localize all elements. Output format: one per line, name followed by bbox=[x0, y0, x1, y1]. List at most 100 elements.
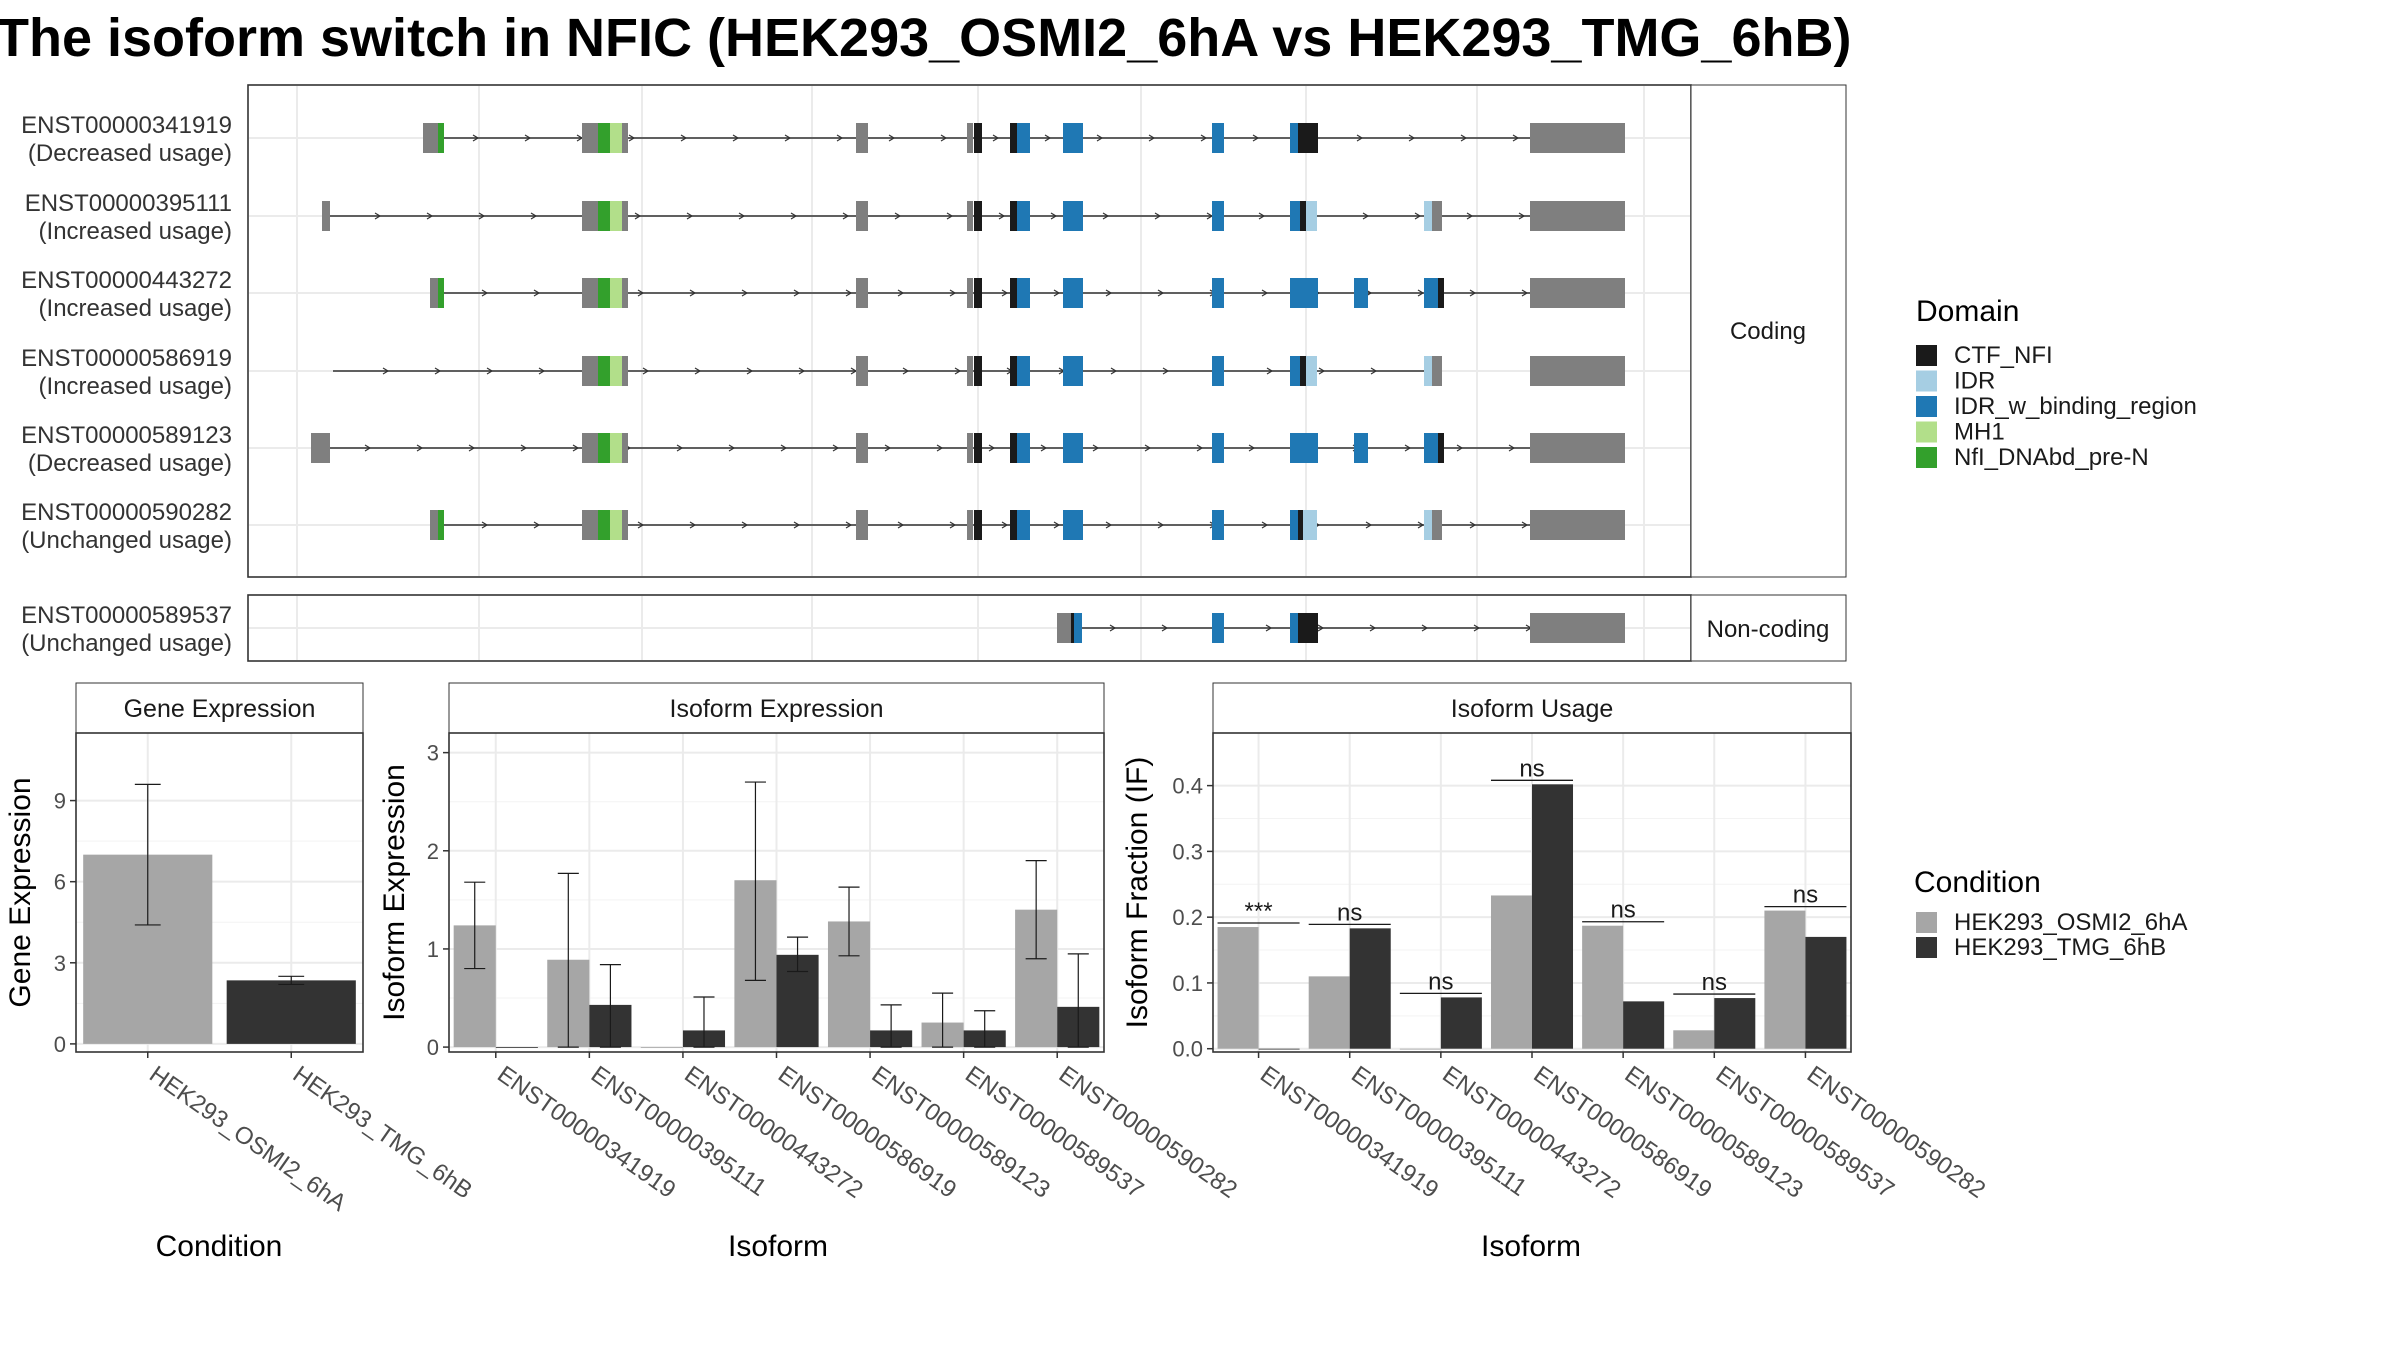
exon-block bbox=[1010, 278, 1017, 308]
exon-block bbox=[1530, 278, 1535, 308]
bar bbox=[1673, 1030, 1715, 1049]
panel-strip bbox=[448, 682, 1105, 734]
exon-block bbox=[610, 356, 622, 386]
intron-arrow bbox=[842, 212, 850, 220]
exon-block bbox=[1010, 356, 1017, 386]
intron-arrow bbox=[1148, 134, 1156, 142]
exon-block bbox=[967, 356, 973, 386]
intron-arrow bbox=[1421, 624, 1429, 632]
y-tick-label: 0 bbox=[54, 1032, 66, 1057]
exon-block bbox=[974, 278, 982, 308]
intron-arrow bbox=[1521, 289, 1529, 297]
intron-arrow bbox=[992, 134, 1000, 142]
exon-block bbox=[610, 510, 622, 540]
intron-arrow bbox=[533, 521, 541, 529]
intron-arrow bbox=[634, 212, 642, 220]
y-tick-label: 0.0 bbox=[1172, 1037, 1203, 1062]
exon-block bbox=[1535, 356, 1625, 386]
bar-chart: Gene Expression0369HEK293_OSMI2_6hAHEK29… bbox=[4, 682, 477, 1263]
transcript-row: ENST00000590282(Unchanged usage) bbox=[21, 499, 1625, 554]
intron-arrow bbox=[520, 444, 528, 452]
intron-arrow bbox=[1508, 444, 1516, 452]
bar bbox=[1217, 927, 1259, 1049]
intron-arrow bbox=[374, 212, 382, 220]
exon-block bbox=[1290, 613, 1298, 643]
intron-arrow bbox=[1456, 444, 1464, 452]
intron-arrow bbox=[472, 134, 480, 142]
exon-block bbox=[1017, 433, 1030, 463]
exon-block bbox=[1535, 278, 1625, 308]
transcript-row: ENST00000589537(Unchanged usage) bbox=[21, 602, 1625, 657]
intron-arrow bbox=[1252, 134, 1260, 142]
x-axis-title: Condition bbox=[156, 1230, 283, 1263]
exon-block bbox=[1074, 613, 1082, 643]
significance-label: ns bbox=[1519, 755, 1544, 782]
intron-arrow bbox=[686, 212, 694, 220]
exon-block bbox=[1017, 356, 1030, 386]
exon-block bbox=[967, 278, 973, 308]
intron-arrow bbox=[1109, 624, 1117, 632]
intron-arrow bbox=[530, 212, 538, 220]
exon-block bbox=[1530, 613, 1535, 643]
exon-block bbox=[1530, 201, 1535, 231]
exon-block bbox=[1063, 278, 1083, 308]
intron-arrow bbox=[478, 212, 486, 220]
exon-block bbox=[1063, 510, 1083, 540]
transcript-id-label: ENST00000443272 bbox=[21, 267, 232, 294]
intron-arrow bbox=[897, 289, 905, 297]
intron-arrow bbox=[988, 444, 996, 452]
exon-block bbox=[1535, 123, 1625, 153]
exon-block bbox=[598, 278, 610, 308]
exon-block bbox=[1530, 356, 1535, 386]
exon-block bbox=[1306, 356, 1317, 386]
exon-block bbox=[1298, 510, 1303, 540]
figure-title: The isoform switch in NFIC (HEK293_OSMI2… bbox=[0, 8, 1851, 68]
condition-legend-label: HEK293_OSMI2_6hA bbox=[1954, 909, 2187, 936]
intron-arrow bbox=[637, 289, 645, 297]
intron-arrow bbox=[481, 289, 489, 297]
intron-arrow bbox=[642, 367, 650, 375]
intron-arrow bbox=[1469, 289, 1477, 297]
intron-arrow bbox=[533, 289, 541, 297]
panel-title: Isoform Expression bbox=[670, 695, 884, 723]
transcript-row: ENST00000586919(Increased usage) bbox=[21, 345, 1625, 400]
intron-arrow bbox=[888, 134, 896, 142]
exon-block bbox=[1017, 123, 1030, 153]
exon-block bbox=[1535, 433, 1625, 463]
intron-arrow bbox=[628, 134, 636, 142]
condition-legend-swatch bbox=[1916, 912, 1937, 933]
exon-block bbox=[1212, 356, 1224, 386]
exon-block bbox=[610, 123, 622, 153]
intron-arrow bbox=[936, 444, 944, 452]
bar bbox=[1714, 998, 1756, 1049]
intron-arrow bbox=[1404, 444, 1412, 452]
intron-arrow bbox=[1001, 521, 1009, 529]
exon-block bbox=[1432, 356, 1442, 386]
exon-block bbox=[967, 201, 973, 231]
exon-block bbox=[1298, 123, 1318, 153]
intron-arrow bbox=[1265, 624, 1273, 632]
intron-arrow bbox=[637, 521, 645, 529]
intron-arrow bbox=[1196, 444, 1204, 452]
intron-arrow bbox=[798, 367, 806, 375]
exon-block bbox=[1438, 278, 1444, 308]
bar bbox=[1349, 928, 1391, 1049]
noncoding-strip bbox=[1690, 594, 1847, 662]
intron-arrow bbox=[1466, 212, 1474, 220]
bar-chart: Isoform Expression0123ENST00000341919ENS… bbox=[378, 682, 1242, 1263]
y-axis-title: Isoform Expression bbox=[378, 764, 411, 1021]
transcript-usage-label: (Increased usage) bbox=[39, 373, 232, 400]
panel-title: Isoform Usage bbox=[1451, 695, 1614, 723]
y-axis-title: Isoform Fraction (IF) bbox=[1121, 757, 1154, 1029]
panel-strip bbox=[1212, 682, 1852, 734]
domain-legend-swatch bbox=[1916, 345, 1937, 366]
exon-block bbox=[1017, 278, 1030, 308]
intron-arrow bbox=[897, 521, 905, 529]
panel-strip bbox=[75, 682, 364, 734]
exon-block bbox=[974, 356, 982, 386]
exon-block bbox=[598, 356, 610, 386]
exon-block bbox=[438, 510, 444, 540]
intron-arrow bbox=[1417, 521, 1425, 529]
intron-arrow bbox=[832, 444, 840, 452]
